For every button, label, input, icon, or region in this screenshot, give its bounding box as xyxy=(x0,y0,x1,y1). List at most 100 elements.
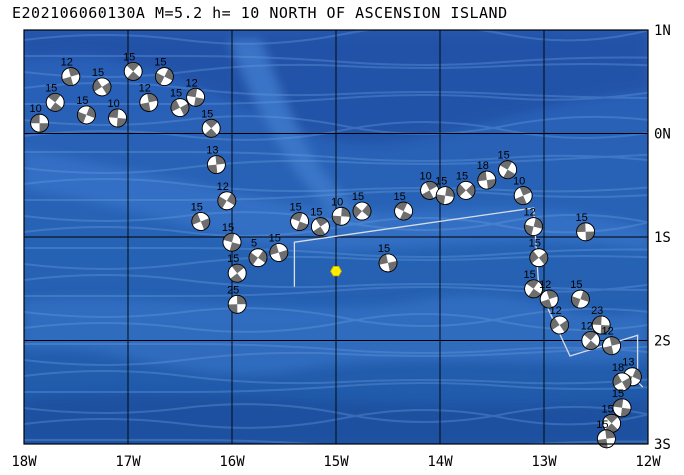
longitude-label: 12W xyxy=(635,454,661,470)
depth-label: 25 xyxy=(227,284,239,296)
beachball-quadrant xyxy=(622,377,631,390)
focal-mechanism[interactable]: 15 xyxy=(521,269,546,302)
beachball xyxy=(591,315,611,335)
focal-mechanism[interactable]: 15 xyxy=(612,388,632,418)
beachball xyxy=(269,243,289,262)
beachball-quadrant xyxy=(388,261,397,272)
focal-mechanism[interactable]: 15 xyxy=(75,95,98,127)
focal-mechanism[interactable]: 15 xyxy=(453,170,478,203)
focal-mechanism[interactable]: 15 xyxy=(308,207,333,239)
focal-mechanism[interactable]: 18 xyxy=(477,160,497,190)
depth-label: 15 xyxy=(523,269,535,281)
beachball-outline xyxy=(222,232,242,252)
focal-mechanism[interactable]: 15 xyxy=(526,238,551,271)
focal-mechanism[interactable]: 25 xyxy=(227,284,247,314)
focal-mechanism[interactable]: 15 xyxy=(168,88,192,120)
beachball-quadrant xyxy=(108,109,119,118)
ridge-stroke xyxy=(24,121,648,141)
beachball-quadrant xyxy=(600,325,611,334)
focal-mechanism[interactable]: 15 xyxy=(569,279,592,310)
focal-mechanism[interactable]: 15 xyxy=(268,233,290,264)
latitude-label: 2S xyxy=(654,334,671,350)
beachball-quadrant xyxy=(139,102,151,112)
focal-mechanism[interactable]: 15 xyxy=(43,82,68,115)
focal-mechanism[interactable]: 12 xyxy=(138,82,159,113)
focal-mechanism[interactable]: 15 xyxy=(596,419,616,449)
focal-mechanism[interactable]: 12 xyxy=(185,77,206,107)
focal-mechanism[interactable]: 15 xyxy=(392,191,416,223)
focal-mechanism[interactable]: 15 xyxy=(152,57,176,89)
depth-label: 15 xyxy=(378,243,390,255)
beachball-outline xyxy=(591,315,611,335)
beachball xyxy=(498,160,518,180)
beachball xyxy=(123,62,143,81)
beachball xyxy=(217,191,237,211)
map-title: E202106060130A M=5.2 h= 10 NORTH OF ASCE… xyxy=(12,4,508,22)
focal-mechanism[interactable]: 15 xyxy=(349,191,374,224)
focal-mechanism[interactable]: 12 xyxy=(60,57,82,88)
focal-mechanism[interactable]: 12 xyxy=(523,207,545,238)
beachball-quadrant xyxy=(249,252,258,265)
beachball-outline xyxy=(217,191,237,211)
focal-mechanism[interactable]: 10 xyxy=(417,170,441,202)
focal-mechanism[interactable]: 15 xyxy=(120,51,145,84)
focal-mechanism[interactable]: 10 xyxy=(331,196,351,226)
ridge-stroke xyxy=(24,274,648,291)
focal-mechanism[interactable]: 12 xyxy=(547,305,572,337)
focal-mechanism[interactable]: 15 xyxy=(377,243,398,274)
beachball-outline xyxy=(524,217,543,237)
depth-label: 15 xyxy=(201,108,213,120)
beachball-outline xyxy=(513,186,533,206)
depth-label: 15 xyxy=(154,57,166,69)
depth-label: 15 xyxy=(570,279,582,291)
focal-mechanism[interactable]: 12 xyxy=(601,326,623,357)
beachball-outline xyxy=(227,294,247,314)
focal-mechanism[interactable]: 15 xyxy=(90,67,115,99)
focal-mechanism[interactable]: 5 xyxy=(245,238,270,271)
longitude-label: 16W xyxy=(219,454,245,470)
beachball xyxy=(331,206,351,226)
focal-mechanism[interactable]: 15 xyxy=(435,176,456,206)
beachball-quadrant xyxy=(605,414,618,424)
focal-mechanism[interactable]: 15 xyxy=(575,212,595,242)
beachball-quadrant xyxy=(538,252,548,265)
focal-mechanism[interactable]: 23 xyxy=(591,305,611,335)
focal-mechanism[interactable]: 13 xyxy=(206,145,226,175)
focal-mechanism[interactable]: 15 xyxy=(288,202,311,234)
focal-mechanism[interactable]: 12 xyxy=(538,279,561,310)
focal-mechanism[interactable]: 10 xyxy=(107,98,127,128)
focal-mechanism[interactable]: 18 xyxy=(610,362,634,394)
depth-label: 13 xyxy=(622,357,634,369)
depth-label: 15 xyxy=(497,150,509,162)
focal-mechanism[interactable]: 15 xyxy=(225,253,250,286)
depth-label: 18 xyxy=(612,362,624,374)
focal-mechanism[interactable]: 10 xyxy=(511,176,535,208)
beachball-quadrant xyxy=(445,186,455,198)
latitude-label: 0N xyxy=(654,127,671,143)
focal-mechanism[interactable]: 12 xyxy=(214,181,239,213)
ridge-stroke xyxy=(24,409,648,429)
beachball-quadrant xyxy=(466,184,475,197)
beachball-quadrant xyxy=(362,204,371,218)
depth-label: 15 xyxy=(222,222,234,234)
depth-label: 15 xyxy=(529,238,541,250)
beachball-outline xyxy=(186,87,206,107)
focal-mechanism[interactable]: 12 xyxy=(578,321,603,354)
focal-mechanism[interactable]: 15 xyxy=(221,222,243,253)
focal-mechanism[interactable]: 10 xyxy=(29,103,49,133)
focal-mechanism[interactable]: 15 xyxy=(198,108,223,141)
focal-mechanism[interactable]: 15 xyxy=(495,150,520,182)
beachball-quadrant xyxy=(49,102,63,112)
beachball-quadrant xyxy=(226,193,236,206)
depth-label: 15 xyxy=(612,388,624,400)
beachball-quadrant xyxy=(585,231,595,241)
ridge-stroke xyxy=(24,82,648,99)
ridge-stroke xyxy=(24,438,648,444)
beachball xyxy=(77,105,96,125)
ridge-stroke xyxy=(24,255,648,270)
depth-label: 10 xyxy=(331,196,343,208)
beachball-quadrant xyxy=(126,62,140,72)
focal-mechanism[interactable]: 15 xyxy=(189,202,212,234)
beachball xyxy=(248,248,268,268)
beachball-quadrant xyxy=(237,295,247,305)
